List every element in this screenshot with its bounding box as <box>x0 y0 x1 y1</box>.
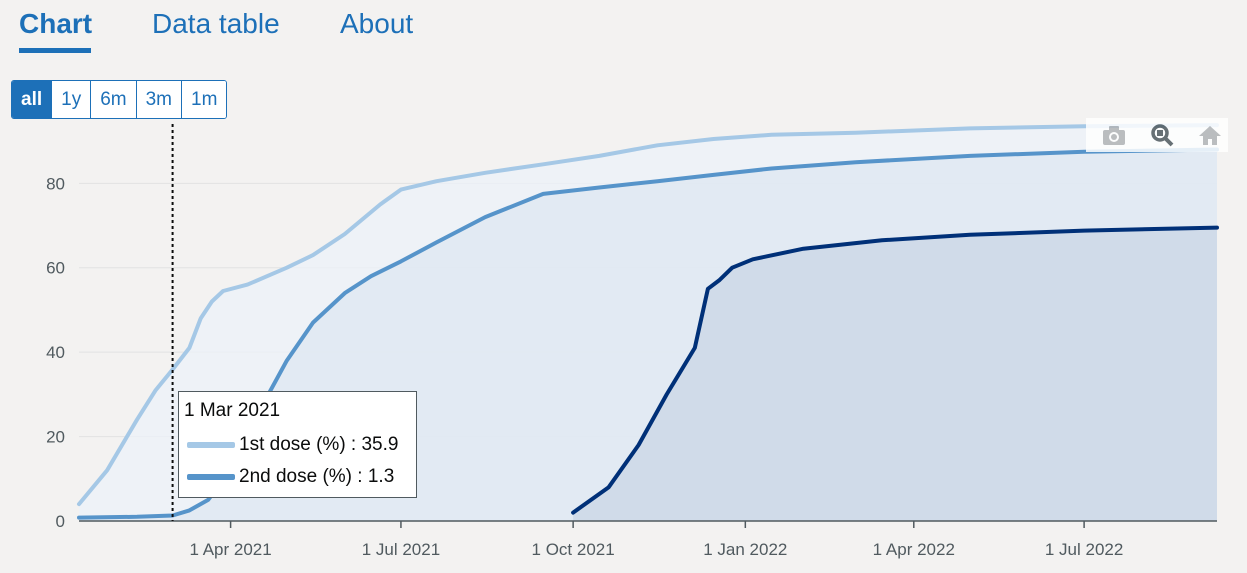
range-3m-button[interactable]: 3m <box>136 81 183 118</box>
camera-icon[interactable] <box>1100 122 1128 148</box>
hover-tooltip: 1 Mar 2021 1st dose (%) : 35.9 2nd dose … <box>178 391 417 498</box>
y-tick-label: 80 <box>46 174 65 193</box>
second-dose-swatch <box>187 474 235 480</box>
series-area-2 <box>573 227 1217 521</box>
zoom-icon[interactable] <box>1148 122 1176 148</box>
chart-toolbar <box>1086 118 1228 152</box>
axes: 0 20 40 60 80 1 Apr 2021 1 Jul 2021 1 Oct 2021 1… <box>46 174 1217 559</box>
active-tab-underline <box>19 48 91 53</box>
x-tick-label: 1 Apr 2021 <box>189 540 271 559</box>
range-selector: all 1y 6m 3m 1m <box>11 80 228 119</box>
series-line-1 <box>77 147 1219 520</box>
series-line-0 <box>77 123 1219 507</box>
tooltip-second-dose-label: 2nd dose (%) : 1.3 <box>239 466 395 487</box>
x-tick-label: 1 Oct 2021 <box>532 540 615 559</box>
tooltip-first-dose-label: 1st dose (%) : 35.9 <box>239 434 399 455</box>
tab-bar: Chart Data table About <box>0 0 1247 60</box>
series-lines <box>77 123 1219 520</box>
first-dose-swatch <box>187 442 235 448</box>
y-tick-label: 0 <box>56 512 65 531</box>
series-line-2 <box>571 225 1219 515</box>
tab-about[interactable]: About <box>340 8 414 39</box>
y-tick-label: 40 <box>46 343 65 362</box>
y-tick-label: 60 <box>46 259 65 278</box>
x-tick-label: 1 Jan 2022 <box>703 540 787 559</box>
range-all-button[interactable]: all <box>12 81 53 118</box>
range-1y-button[interactable]: 1y <box>52 81 92 118</box>
y-tick-label: 20 <box>46 428 65 447</box>
tab-data-table[interactable]: Data table <box>152 8 280 39</box>
tooltip-date: 1 Mar 2021 <box>184 400 281 421</box>
x-tick-label: 1 Jul 2022 <box>1045 540 1123 559</box>
x-tick-label: 1 Jul 2021 <box>362 540 440 559</box>
range-1m-button[interactable]: 1m <box>182 81 227 118</box>
tooltip-row-first-dose: 1st dose (%) : 35.9 <box>187 434 398 456</box>
x-tick-label: 1 Apr 2022 <box>873 540 955 559</box>
range-6m-button[interactable]: 6m <box>91 81 137 118</box>
home-icon[interactable] <box>1196 122 1224 148</box>
tab-chart[interactable]: Chart <box>19 8 93 39</box>
tooltip-row-second-dose: 2nd dose (%) : 1.3 <box>187 466 394 488</box>
